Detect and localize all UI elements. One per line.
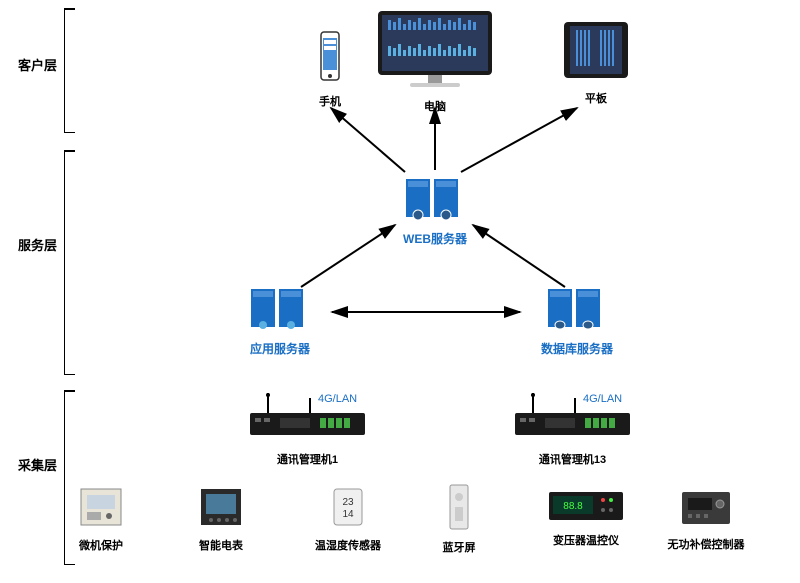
device-reactive-icon [678, 490, 734, 528]
gateway-icon-2 [505, 393, 640, 443]
arrow-db-web [465, 215, 575, 295]
gateway-2: 通讯管理机13 [505, 393, 640, 467]
device-thermohygro-icon: 2314 [328, 485, 368, 529]
device-btscreen-icon [446, 483, 472, 531]
svg-text:88.8: 88.8 [563, 501, 583, 512]
gateway-icon-1 [240, 393, 375, 443]
server-app: 应用服务器 [235, 285, 325, 357]
gateway-1: 通讯管理机1 [240, 393, 375, 467]
client-phone: 手机 [310, 30, 350, 109]
device-0: 微机保护 [70, 485, 132, 553]
device-4: 88.8 变压器温控仪 [540, 490, 632, 548]
arrow-web-pc [425, 100, 445, 175]
arrow-web-phone [325, 100, 415, 180]
device-3: 蓝牙屏 [434, 483, 484, 555]
client-tablet: 平板 [560, 20, 632, 106]
svg-text:23: 23 [342, 497, 354, 508]
server-web-icon [398, 175, 472, 223]
layer-service: 服务层 [18, 235, 57, 254]
device-meter-icon [197, 485, 245, 529]
bracket-collect [64, 390, 65, 565]
phone-icon [315, 30, 345, 85]
device-5: 无功补偿控制器 [660, 490, 752, 552]
device-1: 智能电表 [190, 485, 252, 553]
arrow-web-tablet [455, 100, 585, 180]
arrow-app-web [295, 215, 405, 295]
svg-text:14: 14 [342, 509, 354, 520]
layer-client: 客户层 [18, 55, 57, 74]
device-relay-icon [77, 485, 125, 529]
monitor-icon [370, 8, 500, 90]
layer-collect: 采集层 [18, 455, 57, 474]
server-db: 数据库服务器 [527, 285, 627, 357]
client-pc: 电脑 [370, 8, 500, 114]
device-tempctrl-icon: 88.8 [547, 490, 625, 524]
arrow-app-db [322, 302, 530, 322]
tablet-icon [560, 20, 632, 82]
device-2: 2314 温湿度传感器 [308, 485, 388, 553]
bracket-service [64, 150, 65, 375]
bracket-client [64, 8, 65, 133]
